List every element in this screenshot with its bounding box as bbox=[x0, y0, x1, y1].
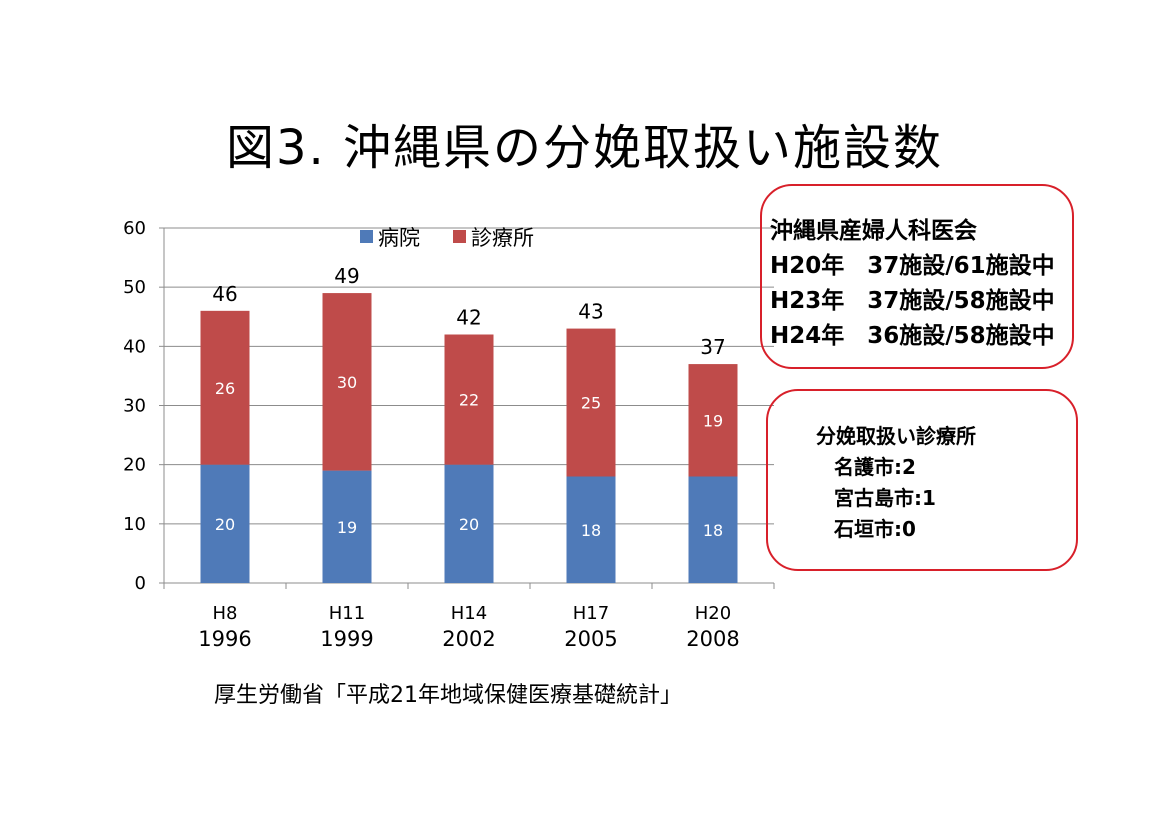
bar-total-label: 49 bbox=[334, 264, 359, 288]
bar-segment bbox=[200, 310, 250, 465]
bar-value-label: 18 bbox=[581, 521, 601, 540]
bar-value-label: 19 bbox=[337, 518, 357, 537]
bar-segment bbox=[322, 470, 372, 583]
bar-value-label: 19 bbox=[703, 411, 723, 430]
x-category-label: H20 bbox=[695, 603, 731, 624]
source-note: 厚生労働省「平成21年地域保健医療基礎統計」 bbox=[214, 683, 682, 708]
x-year-label: 2005 bbox=[564, 627, 617, 651]
y-tick-label: 60 bbox=[123, 218, 146, 239]
bar-segment bbox=[444, 334, 494, 465]
y-tick-label: 10 bbox=[123, 514, 146, 535]
bar-total-label: 42 bbox=[456, 306, 481, 330]
bar-value-label: 20 bbox=[215, 515, 235, 534]
bar-value-label: 26 bbox=[215, 379, 235, 398]
y-tick-label: 0 bbox=[135, 573, 146, 594]
clinic-item: 名護市:2 bbox=[834, 455, 916, 479]
y-tick-label: 20 bbox=[123, 455, 146, 476]
y-tick-label: 50 bbox=[123, 277, 146, 298]
bar-segment bbox=[200, 464, 250, 583]
x-category-label: H14 bbox=[451, 603, 487, 624]
bar-segment bbox=[688, 364, 738, 477]
bar-segment bbox=[322, 293, 372, 471]
association-line: H23年 37施設/58施設中 bbox=[770, 288, 1055, 314]
bar-segment bbox=[566, 328, 616, 477]
x-category-label: H11 bbox=[329, 603, 365, 624]
legend-swatch bbox=[453, 230, 466, 243]
y-tick-label: 30 bbox=[123, 396, 146, 417]
bar-value-label: 22 bbox=[459, 391, 479, 410]
clinic-box: 分娩取扱い診療所 名護市:2 宮古島市:1 石垣市:0 bbox=[766, 389, 1078, 571]
association-title: 沖縄県産婦人科医会 bbox=[770, 218, 977, 244]
legend-swatch bbox=[360, 230, 373, 243]
clinic-item: 宮古島市:1 bbox=[834, 486, 936, 510]
obgyn-association-box: 沖縄県産婦人科医会 H20年 37施設/61施設中 H23年 37施設/58施設… bbox=[760, 184, 1074, 369]
bar-value-label: 18 bbox=[703, 521, 723, 540]
bar-segment bbox=[566, 476, 616, 583]
bar-segment bbox=[688, 476, 738, 583]
association-line: H20年 37施設/61施設中 bbox=[770, 253, 1055, 279]
bar-total-label: 37 bbox=[700, 335, 725, 359]
slide-title: 図3. 沖縄県の分娩取扱い施設数 bbox=[225, 120, 944, 176]
clinic-box-title: 分娩取扱い診療所 bbox=[816, 424, 976, 448]
y-tick-label: 40 bbox=[123, 336, 146, 357]
legend-label: 病院 bbox=[378, 226, 420, 250]
legend-label: 診療所 bbox=[471, 226, 534, 250]
x-year-label: 1999 bbox=[320, 627, 373, 651]
bar-value-label: 25 bbox=[581, 394, 601, 413]
x-year-label: 1996 bbox=[198, 627, 251, 651]
x-category-label: H8 bbox=[213, 603, 238, 624]
x-year-label: 2002 bbox=[442, 627, 495, 651]
x-category-label: H17 bbox=[573, 603, 609, 624]
clinic-item: 石垣市:0 bbox=[834, 517, 916, 541]
x-year-label: 2008 bbox=[686, 627, 739, 651]
association-line: H24年 36施設/58施設中 bbox=[770, 323, 1055, 349]
bar-value-label: 20 bbox=[459, 515, 479, 534]
bar-value-label: 30 bbox=[337, 373, 357, 392]
bar-segment bbox=[444, 464, 494, 583]
bar-total-label: 46 bbox=[212, 282, 237, 306]
bar-total-label: 43 bbox=[578, 300, 603, 324]
